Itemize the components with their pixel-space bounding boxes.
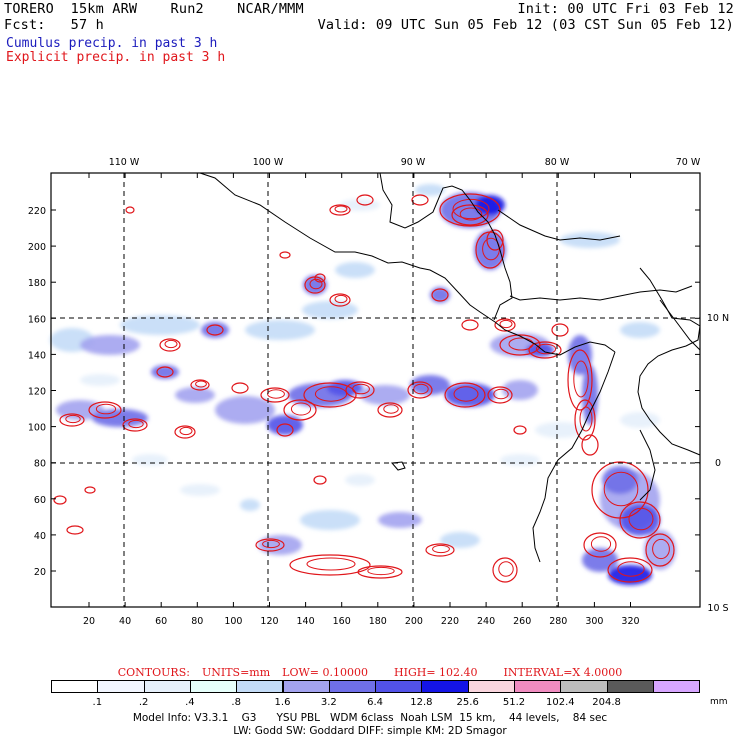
legend-swatch xyxy=(652,680,701,693)
legend-swatch xyxy=(514,680,562,693)
legend-swatch xyxy=(560,680,608,693)
longitude-label: 90 W xyxy=(401,157,426,168)
legend-label: 12.8 xyxy=(410,697,433,708)
latitude-labels: 10 N 0 10 S xyxy=(707,313,729,614)
x-tick-label: 40 xyxy=(119,616,131,627)
x-tick-label: 80 xyxy=(191,616,203,627)
y-tick-label: 180 xyxy=(28,278,46,289)
x-tick-label: 60 xyxy=(155,616,167,627)
latitude-label: 10 N xyxy=(707,313,729,324)
legend-label: 6.4 xyxy=(367,697,384,708)
legend-swatch xyxy=(375,680,423,693)
longitude-labels: 110 W 100 W 90 W 80 W 70 W xyxy=(109,157,701,168)
legend-label: .1 xyxy=(92,697,103,708)
legend-label: .8 xyxy=(231,697,241,708)
x-tick-label: 100 xyxy=(224,616,242,627)
explicit-label: Explicit precip. in past 3 h xyxy=(6,50,226,65)
latitude-label: 0 xyxy=(715,458,721,469)
legend-swatch xyxy=(606,680,654,693)
x-tick-label: 120 xyxy=(260,616,278,627)
legend-swatch xyxy=(143,680,191,693)
valid-time: Valid: 09 UTC Sun 05 Feb 12 (03 CST Sun … xyxy=(317,17,734,33)
x-tick-label: 140 xyxy=(297,616,315,627)
x-tick-label: 220 xyxy=(441,616,459,627)
forecast-hour: Fcst: 57 h xyxy=(4,17,104,33)
y-tick-label: 120 xyxy=(28,387,46,398)
longitude-label: 70 W xyxy=(676,157,701,168)
model-info-line1: Model Info: V3.3.1 G3 YSU PBL WDM 6class… xyxy=(132,712,608,724)
legend-unit: mm xyxy=(710,697,728,707)
x-tick-label: 240 xyxy=(477,616,495,627)
x-tick-label: 180 xyxy=(369,616,387,627)
x-tick-label: 260 xyxy=(513,616,531,627)
legend-swatch xyxy=(236,680,284,693)
latitude-label: 10 S xyxy=(707,603,728,614)
y-tick-label: 20 xyxy=(34,567,46,578)
longitude-label: 80 W xyxy=(545,157,570,168)
contour-interval: INTERVAL=X 4.0000 xyxy=(503,666,623,679)
legend-swatch xyxy=(282,680,330,693)
y-tick-label: 80 xyxy=(34,459,46,470)
y-tick-label: 200 xyxy=(28,242,46,253)
longitude-label: 100 W xyxy=(253,157,284,168)
y-tick-label: 220 xyxy=(28,206,46,217)
contour-info: CONTOURS: UNITS=mm LOW= 0.10000 HIGH= 102.4… xyxy=(0,666,740,679)
legend-label: .4 xyxy=(185,697,195,708)
legend-swatch xyxy=(421,680,469,693)
legend-label: 25.6 xyxy=(456,697,479,708)
legend-swatch xyxy=(51,680,99,693)
legend-label: 51.2 xyxy=(502,697,526,708)
y-tick-label: 140 xyxy=(28,350,46,361)
legend-label: 3.2 xyxy=(320,697,337,708)
y-tick-label: 100 xyxy=(28,423,46,434)
legend-label: 204.8 xyxy=(592,697,621,708)
x-tick-label: 200 xyxy=(405,616,423,627)
x-tick-label: 20 xyxy=(83,616,95,627)
y-tick-label: 40 xyxy=(34,531,46,542)
y-axis-ticks: 20 40 60 80 100 120 140 160 180 200 220 xyxy=(28,206,700,578)
explicit-precip-contours xyxy=(53,193,675,583)
contour-high: HIGH= 102.40 xyxy=(394,666,478,679)
contour-low: LOW= 0.10000 xyxy=(282,666,368,679)
model-title: TORERO 15km ARW Run2 NCAR/MMM xyxy=(4,1,304,17)
x-tick-label: 280 xyxy=(549,616,567,627)
x-tick-label: 320 xyxy=(621,616,639,627)
legend-swatch xyxy=(467,680,515,693)
legend-swatch xyxy=(189,680,238,693)
longitude-label: 110 W xyxy=(109,157,140,168)
x-tick-label: 300 xyxy=(585,616,603,627)
legend-label: .2 xyxy=(138,697,149,708)
y-tick-label: 60 xyxy=(34,495,46,506)
y-tick-label: 160 xyxy=(28,314,46,325)
cumulus-label: Cumulus precip. in past 3 h xyxy=(6,36,218,51)
model-info-line2: LW: Godd SW: Goddard DIFF: simple KM: 2D… xyxy=(233,725,507,737)
init-time: Init: 00 UTC Fri 03 Feb 12 xyxy=(517,1,734,17)
legend-label: 1.6 xyxy=(274,697,291,708)
legend-swatch xyxy=(97,680,145,693)
x-axis-ticks: 20 40 60 80 100 120 140 160 180 200 220 240 260 280 30… xyxy=(83,173,640,627)
legend-swatch xyxy=(328,680,377,693)
x-tick-label: 160 xyxy=(333,616,351,627)
legend-label: 102.4 xyxy=(545,697,575,708)
contour-label: CONTOURS: xyxy=(117,666,190,679)
dashed-grid xyxy=(51,173,700,607)
contour-units: UNITS=mm xyxy=(201,666,271,679)
